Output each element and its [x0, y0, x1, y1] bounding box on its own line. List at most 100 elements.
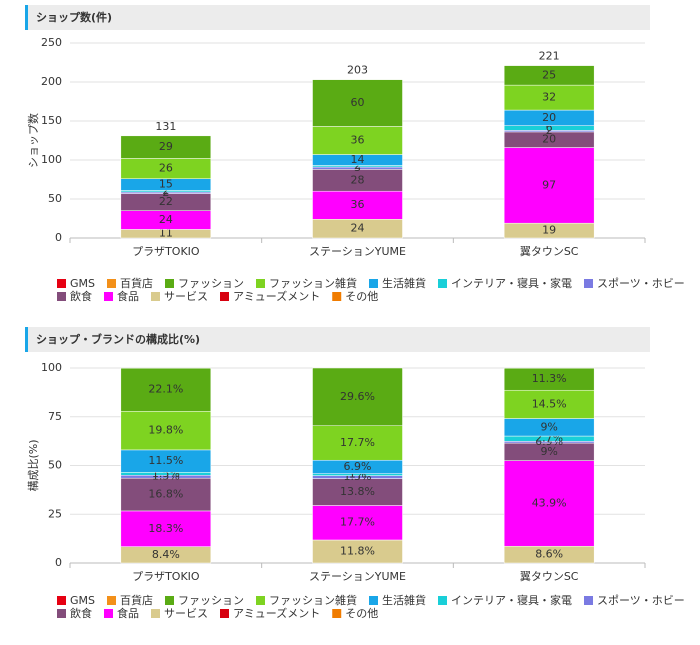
legend-swatch	[220, 292, 229, 301]
data-label: 26	[159, 162, 173, 175]
data-label: 60	[351, 96, 365, 109]
legend-swatch	[107, 596, 116, 605]
header-band	[25, 5, 650, 30]
bar-segment	[120, 477, 212, 512]
legend-swatch	[151, 292, 160, 301]
data-label: 43.9%	[532, 496, 567, 509]
legend-swatch	[256, 279, 265, 288]
header-accent	[25, 327, 28, 352]
legend-label: 飲食	[70, 606, 92, 620]
y-tick-label: 50	[48, 459, 62, 472]
data-label: 9%	[540, 420, 557, 433]
legend-swatch	[220, 609, 229, 618]
data-label: 22	[159, 195, 173, 208]
data-label: 17.7%	[340, 436, 375, 449]
bar-segment	[503, 389, 595, 419]
legend-label: アミューズメント	[233, 289, 320, 303]
bar-segment	[312, 425, 403, 461]
bar-segment	[120, 135, 212, 159]
data-label: 18.3%	[148, 522, 183, 535]
legend-label: サービス	[164, 290, 208, 303]
bar-segment	[503, 460, 595, 547]
legend-swatch	[369, 279, 378, 288]
legend-label: その他	[345, 290, 378, 303]
bar-segment	[503, 367, 595, 391]
bar-segment	[120, 510, 212, 547]
data-label: 20	[542, 111, 556, 124]
data-label: 17.7%	[340, 516, 375, 529]
y-axis-label: ショップ数	[27, 113, 40, 168]
header-accent	[25, 5, 28, 30]
data-label: 29	[159, 140, 173, 153]
legend-swatch	[57, 279, 66, 288]
legend-label: インテリア・寝具・家電	[451, 276, 572, 290]
legend-label: 百貨店	[120, 276, 153, 290]
bar-segment	[120, 367, 212, 412]
data-label: 25	[542, 68, 556, 81]
x-tick-label: 翼タウンSC	[520, 570, 579, 583]
bar-segment	[312, 190, 403, 220]
data-label: 32	[542, 91, 556, 104]
data-label: 9%	[540, 445, 557, 458]
data-label: 11.3%	[532, 372, 567, 385]
data-label: 36	[351, 198, 365, 211]
data-label: 2	[162, 186, 169, 199]
legend-label: 百貨店	[120, 593, 153, 607]
y-tick-label: 150	[41, 114, 62, 127]
legend-swatch	[107, 279, 116, 288]
y-tick-label: 100	[41, 153, 62, 166]
data-label: 8.6%	[535, 548, 563, 561]
data-label: 11.8%	[340, 544, 375, 557]
legend-swatch	[332, 609, 342, 618]
data-label: 19.8%	[148, 424, 183, 437]
legend-label: ファッション	[178, 277, 244, 290]
legend-label: ファッション	[178, 594, 244, 607]
legend-label: 飲食	[70, 289, 92, 303]
bar-segment	[503, 84, 595, 111]
y-axis-label: 構成比(%)	[27, 439, 40, 491]
y-tick-label: 25	[48, 507, 62, 520]
header-band	[25, 327, 650, 352]
legend-swatch	[369, 596, 378, 605]
legend-swatch	[165, 596, 174, 605]
legend-label: ファッション雑貨	[269, 276, 357, 290]
legend-swatch	[584, 279, 593, 288]
data-label: 11.5%	[148, 454, 183, 467]
legend-label: スポーツ・ホビー	[597, 594, 685, 607]
data-label: 20	[542, 133, 556, 146]
data-label: 16.8%	[148, 488, 183, 501]
data-label: 11	[159, 227, 173, 240]
legend-swatch	[57, 596, 66, 605]
data-label: 2	[354, 159, 361, 172]
y-tick-label: 0	[55, 231, 62, 244]
legend-label: GMS	[70, 277, 95, 290]
x-tick-label: 翼タウンSC	[520, 245, 579, 258]
data-label: 14.5%	[532, 397, 567, 410]
total-label: 221	[539, 50, 560, 63]
data-label: 14	[351, 153, 365, 166]
legend-swatch	[584, 596, 593, 605]
bar-segment	[503, 147, 595, 224]
legend-swatch	[57, 609, 66, 618]
bar-segment	[503, 65, 595, 86]
legend-swatch	[438, 596, 447, 605]
chart-title: ショップ・ブランドの構成比(%)	[36, 332, 200, 346]
data-label: 6	[546, 121, 553, 134]
legend-swatch	[104, 292, 113, 301]
data-label: 6.9%	[344, 460, 372, 473]
legend-label: GMS	[70, 594, 95, 607]
legend-swatch	[165, 279, 174, 288]
bar-segment	[312, 367, 403, 426]
chart-title: ショップ数(件)	[36, 10, 112, 24]
y-tick-label: 250	[41, 36, 62, 49]
data-label: 36	[351, 134, 365, 147]
data-label: 3	[354, 161, 361, 174]
legend-label: インテリア・寝具・家電	[451, 593, 572, 607]
legend-swatch	[256, 596, 265, 605]
legend-label: アミューズメント	[233, 606, 320, 620]
legend-swatch	[151, 609, 160, 618]
data-label: 15	[159, 178, 173, 191]
legend-label: ファッション雑貨	[269, 593, 357, 607]
data-label: 2	[162, 184, 169, 197]
